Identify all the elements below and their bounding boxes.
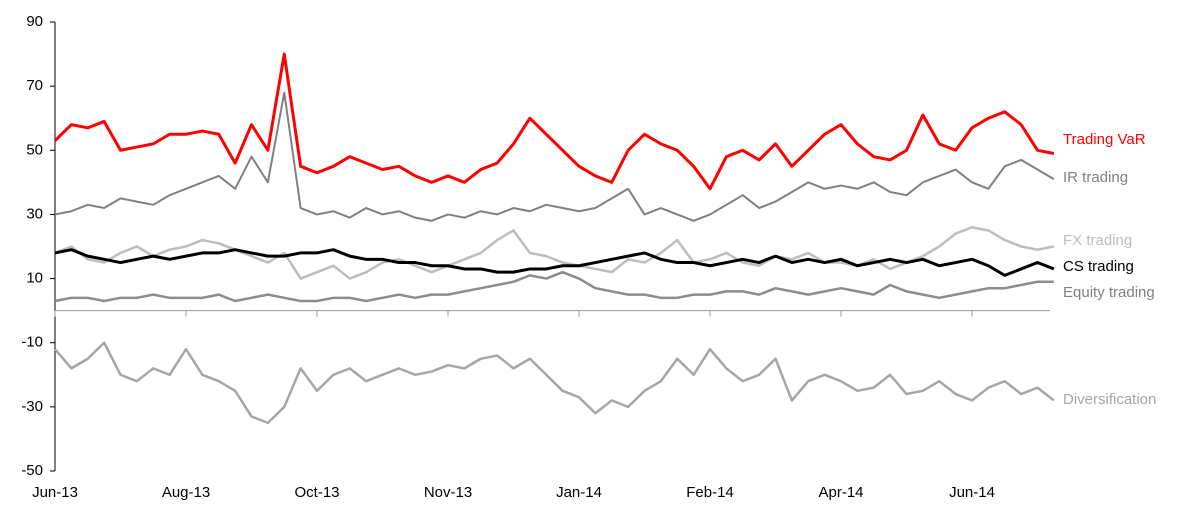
series-label: IR trading bbox=[1063, 169, 1128, 186]
series-line bbox=[54, 248, 1055, 277]
x-tick-label: Jan-14 bbox=[556, 484, 602, 501]
series-line bbox=[54, 226, 1055, 280]
y-tick-label: -50 bbox=[21, 462, 43, 479]
x-tick-label: Jun-13 bbox=[32, 484, 78, 501]
x-tick-label: Aug-13 bbox=[162, 484, 210, 501]
x-tick-label: Oct-13 bbox=[294, 484, 339, 501]
series-label: Diversification bbox=[1063, 391, 1156, 408]
y-tick-label: 90 bbox=[26, 13, 43, 30]
series-label: FX trading bbox=[1063, 232, 1132, 249]
y-tick-label: 70 bbox=[26, 77, 43, 94]
y-tick-label: -10 bbox=[21, 334, 43, 351]
x-tick-label: Jun-14 bbox=[949, 484, 995, 501]
series-line bbox=[53, 52, 1055, 191]
series-label: CS trading bbox=[1063, 258, 1134, 275]
y-tick-label: 30 bbox=[26, 205, 43, 222]
y-tick-label: -30 bbox=[21, 398, 43, 415]
series-line bbox=[54, 91, 1055, 222]
y-tick-label: 50 bbox=[26, 141, 43, 158]
x-tick-label: Nov-13 bbox=[424, 484, 472, 501]
y-tick-label: 10 bbox=[26, 270, 43, 287]
series-line bbox=[54, 270, 1054, 303]
series-label: Trading VaR bbox=[1063, 131, 1146, 148]
series-line bbox=[54, 341, 1055, 425]
series-label: Equity trading bbox=[1063, 284, 1155, 301]
x-tick-label: Feb-14 bbox=[686, 484, 734, 501]
x-tick-label: Apr-14 bbox=[818, 484, 863, 501]
